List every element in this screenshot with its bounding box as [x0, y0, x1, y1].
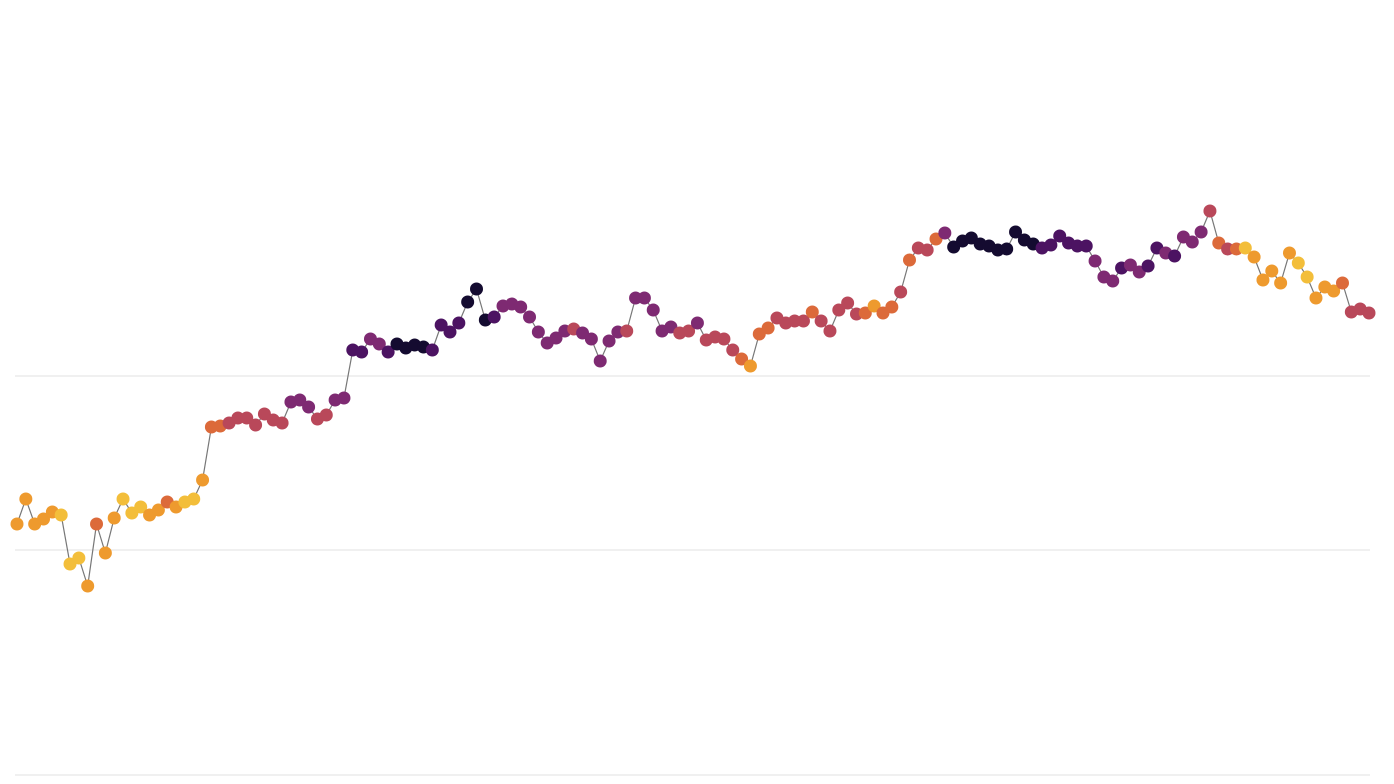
point	[796, 314, 810, 328]
point	[19, 492, 33, 506]
point	[116, 492, 130, 506]
point	[240, 411, 254, 425]
point	[894, 285, 908, 299]
point	[602, 334, 616, 348]
point	[1141, 259, 1155, 273]
point	[1185, 235, 1199, 249]
point	[1088, 254, 1102, 268]
point	[72, 551, 86, 565]
point	[302, 400, 316, 414]
point	[832, 303, 846, 317]
point	[814, 314, 828, 328]
point	[452, 316, 466, 330]
point	[372, 337, 386, 351]
point	[1053, 229, 1067, 243]
point	[443, 325, 457, 339]
point	[10, 517, 24, 531]
point	[134, 500, 148, 514]
point	[461, 295, 475, 309]
point	[293, 393, 307, 407]
point	[470, 282, 484, 296]
point	[434, 318, 448, 332]
point	[858, 306, 872, 320]
point	[196, 473, 210, 487]
point	[107, 511, 121, 525]
point	[37, 512, 51, 526]
point	[867, 299, 881, 313]
point	[1106, 274, 1120, 288]
point	[823, 324, 837, 338]
point	[381, 345, 395, 359]
point	[1282, 246, 1296, 260]
point	[487, 310, 501, 324]
point	[841, 296, 855, 310]
point	[249, 418, 263, 432]
point	[1300, 270, 1314, 284]
point	[620, 324, 634, 338]
point	[337, 391, 351, 405]
point	[531, 325, 545, 339]
point	[1044, 238, 1058, 252]
point	[1203, 204, 1217, 218]
point	[1265, 264, 1279, 278]
point	[584, 332, 598, 346]
point	[1168, 249, 1182, 263]
point	[743, 359, 757, 373]
point	[275, 416, 289, 430]
point	[717, 332, 731, 346]
point	[1238, 241, 1252, 255]
point	[187, 492, 201, 506]
point	[682, 324, 696, 338]
point	[920, 243, 934, 257]
point	[1000, 242, 1014, 256]
point	[1274, 276, 1288, 290]
line	[16, 209, 1370, 587]
point	[1194, 225, 1208, 239]
point	[98, 546, 112, 560]
point	[761, 321, 775, 335]
point	[593, 354, 607, 368]
point	[151, 503, 165, 517]
point	[1327, 284, 1341, 298]
point	[1291, 256, 1305, 270]
point	[690, 316, 704, 330]
point	[1335, 276, 1349, 290]
point	[805, 305, 819, 319]
point	[1123, 258, 1137, 272]
point	[885, 300, 899, 314]
point	[1079, 239, 1093, 253]
point	[1309, 291, 1323, 305]
point	[1362, 306, 1376, 320]
point	[637, 291, 651, 305]
point	[81, 579, 95, 593]
point	[1256, 273, 1270, 287]
point	[549, 331, 563, 345]
point	[1009, 225, 1023, 239]
point	[514, 300, 528, 314]
point	[90, 517, 104, 531]
point	[938, 226, 952, 240]
point	[54, 508, 68, 522]
point	[735, 352, 749, 366]
point	[902, 253, 916, 267]
point	[646, 303, 660, 317]
point	[726, 343, 740, 357]
point	[319, 408, 333, 422]
point	[425, 343, 439, 357]
point	[523, 310, 537, 324]
point	[355, 345, 369, 359]
point	[1247, 250, 1261, 264]
